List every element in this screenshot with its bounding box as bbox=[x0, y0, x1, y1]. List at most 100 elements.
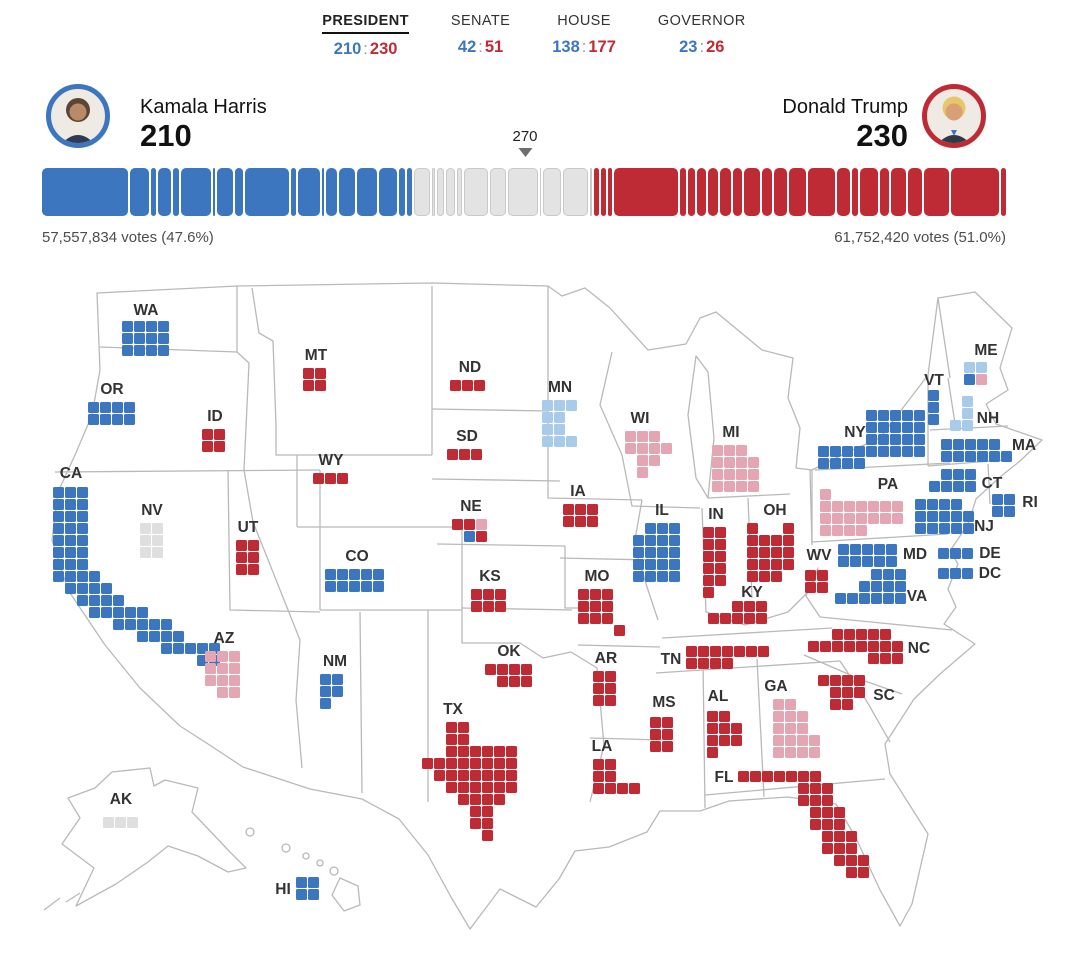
ev-square-GA[interactable] bbox=[809, 747, 820, 758]
ev-square-IL[interactable] bbox=[657, 535, 668, 546]
ev-square-IA[interactable] bbox=[575, 516, 586, 527]
ev-square-NJ[interactable] bbox=[939, 511, 950, 522]
ev-square-TX[interactable] bbox=[482, 806, 493, 817]
ev-square-VA[interactable] bbox=[871, 581, 882, 592]
ev-square-MI[interactable] bbox=[724, 469, 735, 480]
bar-segment-trump[interactable] bbox=[1001, 168, 1006, 216]
bar-segment-trump[interactable] bbox=[891, 168, 906, 216]
ev-square-IN[interactable] bbox=[715, 539, 726, 550]
bar-segment-harris[interactable] bbox=[356, 168, 378, 216]
bar-segment-tossup[interactable] bbox=[590, 168, 593, 216]
ev-square-CO[interactable] bbox=[337, 581, 348, 592]
ev-square-UT[interactable] bbox=[248, 564, 259, 575]
ev-square-AK[interactable] bbox=[103, 817, 114, 828]
ev-square-MA[interactable] bbox=[989, 451, 1000, 462]
bar-segment-trump[interactable] bbox=[860, 168, 878, 216]
ev-square-OR[interactable] bbox=[112, 414, 123, 425]
ev-square-IL[interactable] bbox=[657, 523, 668, 534]
ev-square-ID[interactable] bbox=[214, 441, 225, 452]
ev-square-CA[interactable] bbox=[53, 487, 64, 498]
ev-square-IL[interactable] bbox=[645, 523, 656, 534]
ev-square-NJ[interactable] bbox=[939, 499, 950, 510]
ev-square-CA[interactable] bbox=[53, 511, 64, 522]
bar-segment-tossup[interactable] bbox=[445, 168, 456, 216]
ev-square-PA[interactable] bbox=[820, 513, 831, 524]
ev-square-AZ[interactable] bbox=[229, 651, 240, 662]
bar-segment-trump[interactable] bbox=[732, 168, 743, 216]
ev-square-VA[interactable] bbox=[883, 593, 894, 604]
ev-square-MA[interactable] bbox=[977, 451, 988, 462]
ev-square-CA[interactable] bbox=[65, 523, 76, 534]
ev-square-PA[interactable] bbox=[856, 525, 867, 536]
ev-square-CA[interactable] bbox=[65, 547, 76, 558]
ev-square-CT[interactable] bbox=[929, 481, 940, 492]
ev-square-OH[interactable] bbox=[747, 571, 758, 582]
ev-square-OH[interactable] bbox=[759, 559, 770, 570]
ev-square-NY[interactable] bbox=[890, 446, 901, 457]
bar-segment-trump[interactable] bbox=[594, 168, 599, 216]
ev-square-MD[interactable] bbox=[862, 556, 873, 567]
tab-president[interactable]: PRESIDENT 210:230 bbox=[322, 12, 409, 59]
ev-square-MO[interactable] bbox=[602, 589, 613, 600]
ev-square-TN[interactable] bbox=[698, 658, 709, 669]
ev-square-NY[interactable] bbox=[914, 410, 925, 421]
bar-segment-trump[interactable] bbox=[762, 168, 772, 216]
ev-square-NC[interactable] bbox=[868, 653, 879, 664]
ev-square-CO[interactable] bbox=[325, 569, 336, 580]
ev-square-CA[interactable] bbox=[65, 583, 76, 594]
ev-square-VA[interactable] bbox=[883, 569, 894, 580]
ev-square-CA[interactable] bbox=[53, 535, 64, 546]
bar-segment-harris[interactable] bbox=[151, 168, 156, 216]
ev-square-NV[interactable] bbox=[152, 523, 163, 534]
ev-square-KY[interactable] bbox=[708, 613, 719, 624]
ev-square-MD[interactable] bbox=[862, 544, 873, 555]
ev-square-PA[interactable] bbox=[892, 501, 903, 512]
ev-square-NY[interactable] bbox=[866, 410, 877, 421]
bar-segment-tossup[interactable] bbox=[543, 168, 561, 216]
ev-square-MI[interactable] bbox=[712, 469, 723, 480]
ev-square-SC[interactable] bbox=[842, 699, 853, 710]
ev-square-OH[interactable] bbox=[783, 559, 794, 570]
ev-square-NJ[interactable] bbox=[915, 511, 926, 522]
ev-square-TX[interactable] bbox=[506, 782, 517, 793]
bar-segment-tossup[interactable] bbox=[489, 168, 506, 216]
ev-square-FL[interactable] bbox=[810, 819, 821, 830]
ev-square-WI[interactable] bbox=[625, 431, 636, 442]
ev-square-TX[interactable] bbox=[422, 758, 433, 769]
ev-square-CA[interactable] bbox=[77, 595, 88, 606]
ev-square-WA[interactable] bbox=[134, 345, 145, 356]
bar-segment-tossup[interactable] bbox=[437, 168, 444, 216]
ev-square-OH[interactable] bbox=[747, 535, 758, 546]
ev-square-MD[interactable] bbox=[886, 544, 897, 555]
ev-square-GA[interactable] bbox=[773, 711, 784, 722]
ev-square-IL[interactable] bbox=[657, 559, 668, 570]
bar-segment-trump[interactable] bbox=[879, 168, 890, 216]
ev-square-WY[interactable] bbox=[337, 473, 348, 484]
bar-segment-harris[interactable] bbox=[213, 168, 215, 216]
ev-square-NH[interactable] bbox=[962, 408, 973, 419]
ev-square-CA[interactable] bbox=[89, 571, 100, 582]
ev-square-NC[interactable] bbox=[844, 641, 855, 652]
ev-square-MA[interactable] bbox=[965, 451, 976, 462]
ev-square-FL[interactable] bbox=[846, 831, 857, 842]
ev-square-FL[interactable] bbox=[822, 843, 833, 854]
ev-square-TX[interactable] bbox=[506, 770, 517, 781]
ev-square-DC[interactable] bbox=[962, 568, 973, 579]
ev-square-NJ[interactable] bbox=[927, 523, 938, 534]
ev-square-CT[interactable] bbox=[953, 469, 964, 480]
ev-square-AK[interactable] bbox=[127, 817, 138, 828]
ev-square-NV[interactable] bbox=[140, 535, 151, 546]
ev-square-MN[interactable] bbox=[554, 412, 565, 423]
ev-square-PA[interactable] bbox=[832, 525, 843, 536]
ev-square-FL[interactable] bbox=[846, 843, 857, 854]
ev-square-VA[interactable] bbox=[895, 593, 906, 604]
ev-square-UT[interactable] bbox=[248, 552, 259, 563]
ev-square-NJ[interactable] bbox=[963, 511, 974, 522]
ev-square-AZ[interactable] bbox=[217, 675, 228, 686]
ev-square-CT[interactable] bbox=[941, 469, 952, 480]
ev-square-NY[interactable] bbox=[818, 446, 829, 457]
ev-square-NY[interactable] bbox=[830, 446, 841, 457]
ev-square-KY[interactable] bbox=[744, 601, 755, 612]
tab-house[interactable]: HOUSE 138:177 bbox=[552, 12, 616, 59]
ev-square-NY[interactable] bbox=[878, 422, 889, 433]
